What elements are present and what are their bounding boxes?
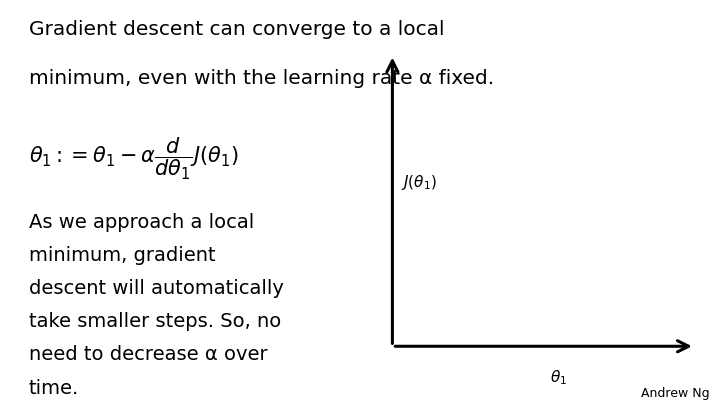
Text: take smaller steps. So, no: take smaller steps. So, no [29,312,281,331]
Text: Gradient descent can converge to a local: Gradient descent can converge to a local [29,20,444,39]
Text: time.: time. [29,379,79,398]
Text: As we approach a local: As we approach a local [29,213,254,232]
Text: $J(\theta_1)$: $J(\theta_1)$ [401,173,437,192]
Text: $\theta_1 := \theta_1 - \alpha\dfrac{d}{d\theta_1}J(\theta_1)$: $\theta_1 := \theta_1 - \alpha\dfrac{d}{… [29,136,238,182]
Text: descent will automatically: descent will automatically [29,279,284,298]
Text: minimum, even with the learning rate α fixed.: minimum, even with the learning rate α f… [29,69,494,88]
Text: Andrew Ng: Andrew Ng [641,387,709,400]
Text: need to decrease α over: need to decrease α over [29,345,267,364]
Text: minimum, gradient: minimum, gradient [29,246,215,265]
Text: $\theta_1$: $\theta_1$ [550,369,567,387]
